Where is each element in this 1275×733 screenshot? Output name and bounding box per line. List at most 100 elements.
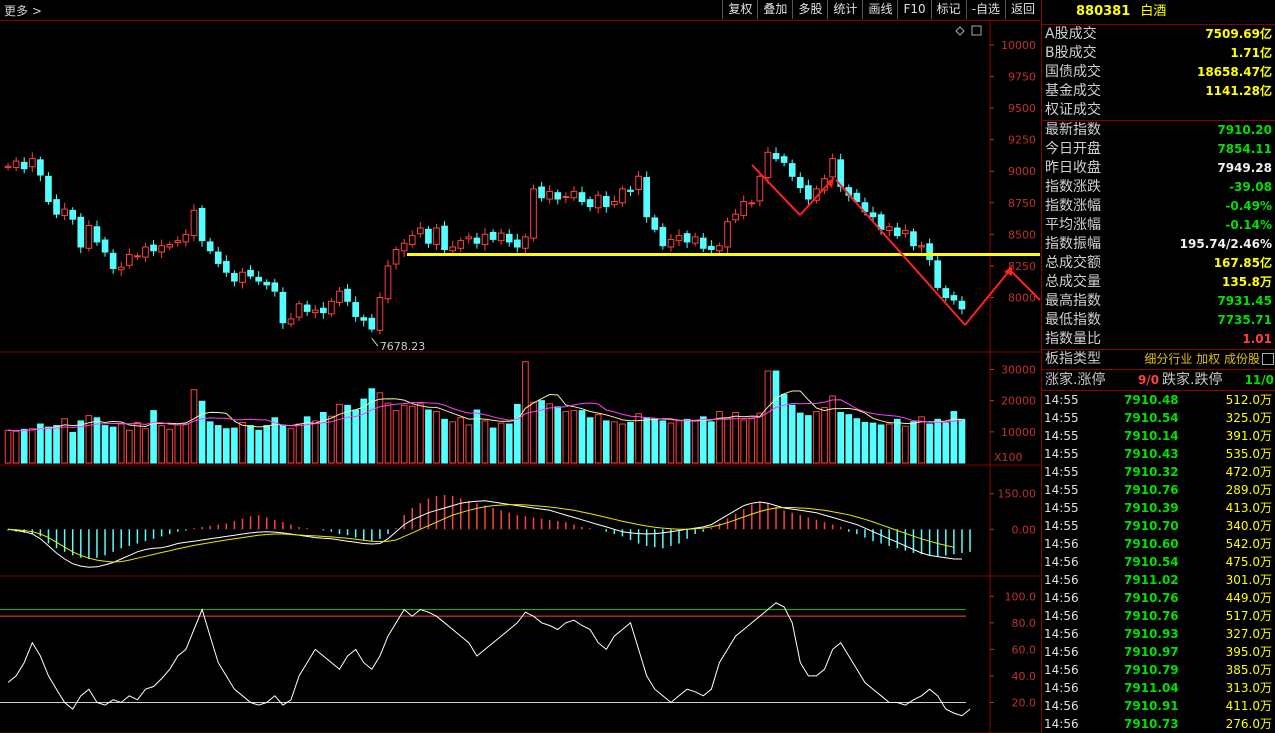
volume-bar <box>748 418 756 464</box>
advance-decline-row: 涨家.涨停 9/0 跌家.跌停 11/0 <box>1042 370 1275 391</box>
volume-bar <box>336 403 343 464</box>
volume-bar <box>255 429 262 464</box>
candle-body <box>942 288 950 298</box>
volume-bar <box>942 422 950 464</box>
volume-bar <box>28 428 36 464</box>
stat-label: 指数涨跌 <box>1045 179 1101 195</box>
toolbar-button-0[interactable]: 复权 <box>722 0 757 19</box>
volume-bar <box>4 429 12 464</box>
index-type-options[interactable]: 细分行业 加权 成份股 <box>1144 352 1260 366</box>
arrow-head <box>826 178 834 188</box>
volume-bar <box>384 402 392 464</box>
stat-row: 总成交量 135.8万 <box>1042 273 1275 292</box>
index-code: 880381 <box>1076 4 1131 19</box>
y-tick-label: 9750 <box>1008 71 1036 84</box>
tick-price: 7910.54 <box>1124 555 1179 569</box>
toolbar-button-1[interactable]: 叠加 <box>757 0 792 19</box>
candle-body <box>651 217 659 230</box>
volume-bar <box>845 414 853 464</box>
volume-bar <box>222 428 230 464</box>
candle-body <box>699 237 707 249</box>
volume-bar <box>805 415 812 464</box>
tick-volume: 512.0万 <box>1225 393 1272 407</box>
stat-label: 最低指数 <box>1045 312 1101 328</box>
y-tick-label: 60.0 <box>1012 643 1037 656</box>
candle-body <box>505 233 513 243</box>
volume-bar <box>328 415 335 464</box>
candle-body <box>893 227 901 237</box>
index-section: 最新指数 7910.20 今日开盘 7854.11 昨日收盘 7949.28 指数涨跌 -39… <box>1042 121 1275 350</box>
volume-bar <box>400 404 408 464</box>
volume-bar <box>683 418 691 464</box>
toolbar-button-5[interactable]: F10 <box>897 0 930 19</box>
tick-price: 7910.76 <box>1124 483 1179 497</box>
index-type-row[interactable]: 板指类型 细分行业 加权 成份股 <box>1042 350 1275 370</box>
tick-list[interactable]: 14:55 7910.48 512.0万 14:55 7910.54 325.0万 14:5… <box>1042 391 1275 733</box>
tick-price: 7910.76 <box>1124 609 1179 623</box>
candle-body <box>772 153 780 160</box>
candle-body <box>457 240 465 249</box>
grid-icon[interactable] <box>1262 353 1274 365</box>
stat-value: 1.01 <box>1242 332 1272 346</box>
candle-body <box>182 233 190 243</box>
y-tick-label: 8250 <box>1008 260 1036 273</box>
candle-body <box>287 318 295 325</box>
volume-ma10 <box>7 399 963 432</box>
tick-volume: 542.0万 <box>1225 537 1272 551</box>
volume-bar <box>651 418 659 464</box>
candle-body <box>222 261 230 273</box>
volume-bar <box>441 418 448 464</box>
stat-row: 平均涨幅 -0.14% <box>1042 216 1275 235</box>
volume-bar <box>45 426 52 464</box>
volume-bar <box>481 420 489 464</box>
stat-value: -0.49% <box>1225 199 1272 213</box>
tick-volume: 413.0万 <box>1225 501 1272 515</box>
diamond-icon <box>955 26 965 36</box>
toolbar-button-8[interactable]: 返回 <box>1004 0 1040 19</box>
candle-body <box>885 226 893 232</box>
stat-value: 135.8万 <box>1222 275 1272 289</box>
y-tick-label: 8500 <box>1008 228 1036 241</box>
toolbar-button-6[interactable]: 标记 <box>930 0 966 19</box>
candle-body <box>69 209 77 220</box>
volume-bar <box>562 411 570 464</box>
candle-body <box>206 241 214 252</box>
y-tick-label: 30000 <box>1001 363 1036 376</box>
toolbar-button-7[interactable]: -自选 <box>965 0 1005 19</box>
candle-body <box>514 239 521 248</box>
tick-time: 14:55 <box>1044 393 1079 407</box>
candle-body <box>635 175 642 191</box>
volume-bar <box>392 410 400 464</box>
stat-row: 今日开盘 7854.11 <box>1042 140 1275 159</box>
y-tick-label: 9500 <box>1008 102 1036 115</box>
volume-bar <box>311 420 319 464</box>
tick-price: 7911.04 <box>1124 681 1179 695</box>
toolbar-button-2[interactable]: 多股 <box>792 0 827 19</box>
min-label: 7678.23 <box>380 340 426 353</box>
stat-label: 基金成交 <box>1045 83 1101 99</box>
candle-body <box>85 225 93 249</box>
y-tick-label: 80.0 <box>1012 617 1037 630</box>
volume-bar <box>780 393 788 464</box>
more-menu[interactable]: 更多 > <box>4 4 42 18</box>
tick-volume: 301.0万 <box>1225 573 1272 587</box>
volume-unit-label: X100 <box>994 451 1023 464</box>
candle-body <box>433 227 440 245</box>
stat-value: -0.14% <box>1225 218 1272 232</box>
volume-bar <box>109 426 117 464</box>
volume-bar <box>206 421 214 464</box>
volume-bar <box>586 417 594 464</box>
y-tick-label: 0.00 <box>1012 523 1037 536</box>
toolbar-button-4[interactable]: 画线 <box>862 0 897 19</box>
tick-volume: 289.0万 <box>1225 483 1272 497</box>
volume-bar <box>772 370 780 464</box>
stat-row: 最低指数 7735.71 <box>1042 311 1275 330</box>
candle-body <box>190 209 198 237</box>
tick-time: 14:56 <box>1044 573 1079 587</box>
toolbar-button-3[interactable]: 统计 <box>827 0 862 19</box>
volume-bar <box>408 405 416 464</box>
candle-body <box>93 226 101 243</box>
tick-time: 14:56 <box>1044 663 1079 677</box>
volume-bar <box>902 425 909 464</box>
stat-label: 指数量比 <box>1045 331 1101 347</box>
